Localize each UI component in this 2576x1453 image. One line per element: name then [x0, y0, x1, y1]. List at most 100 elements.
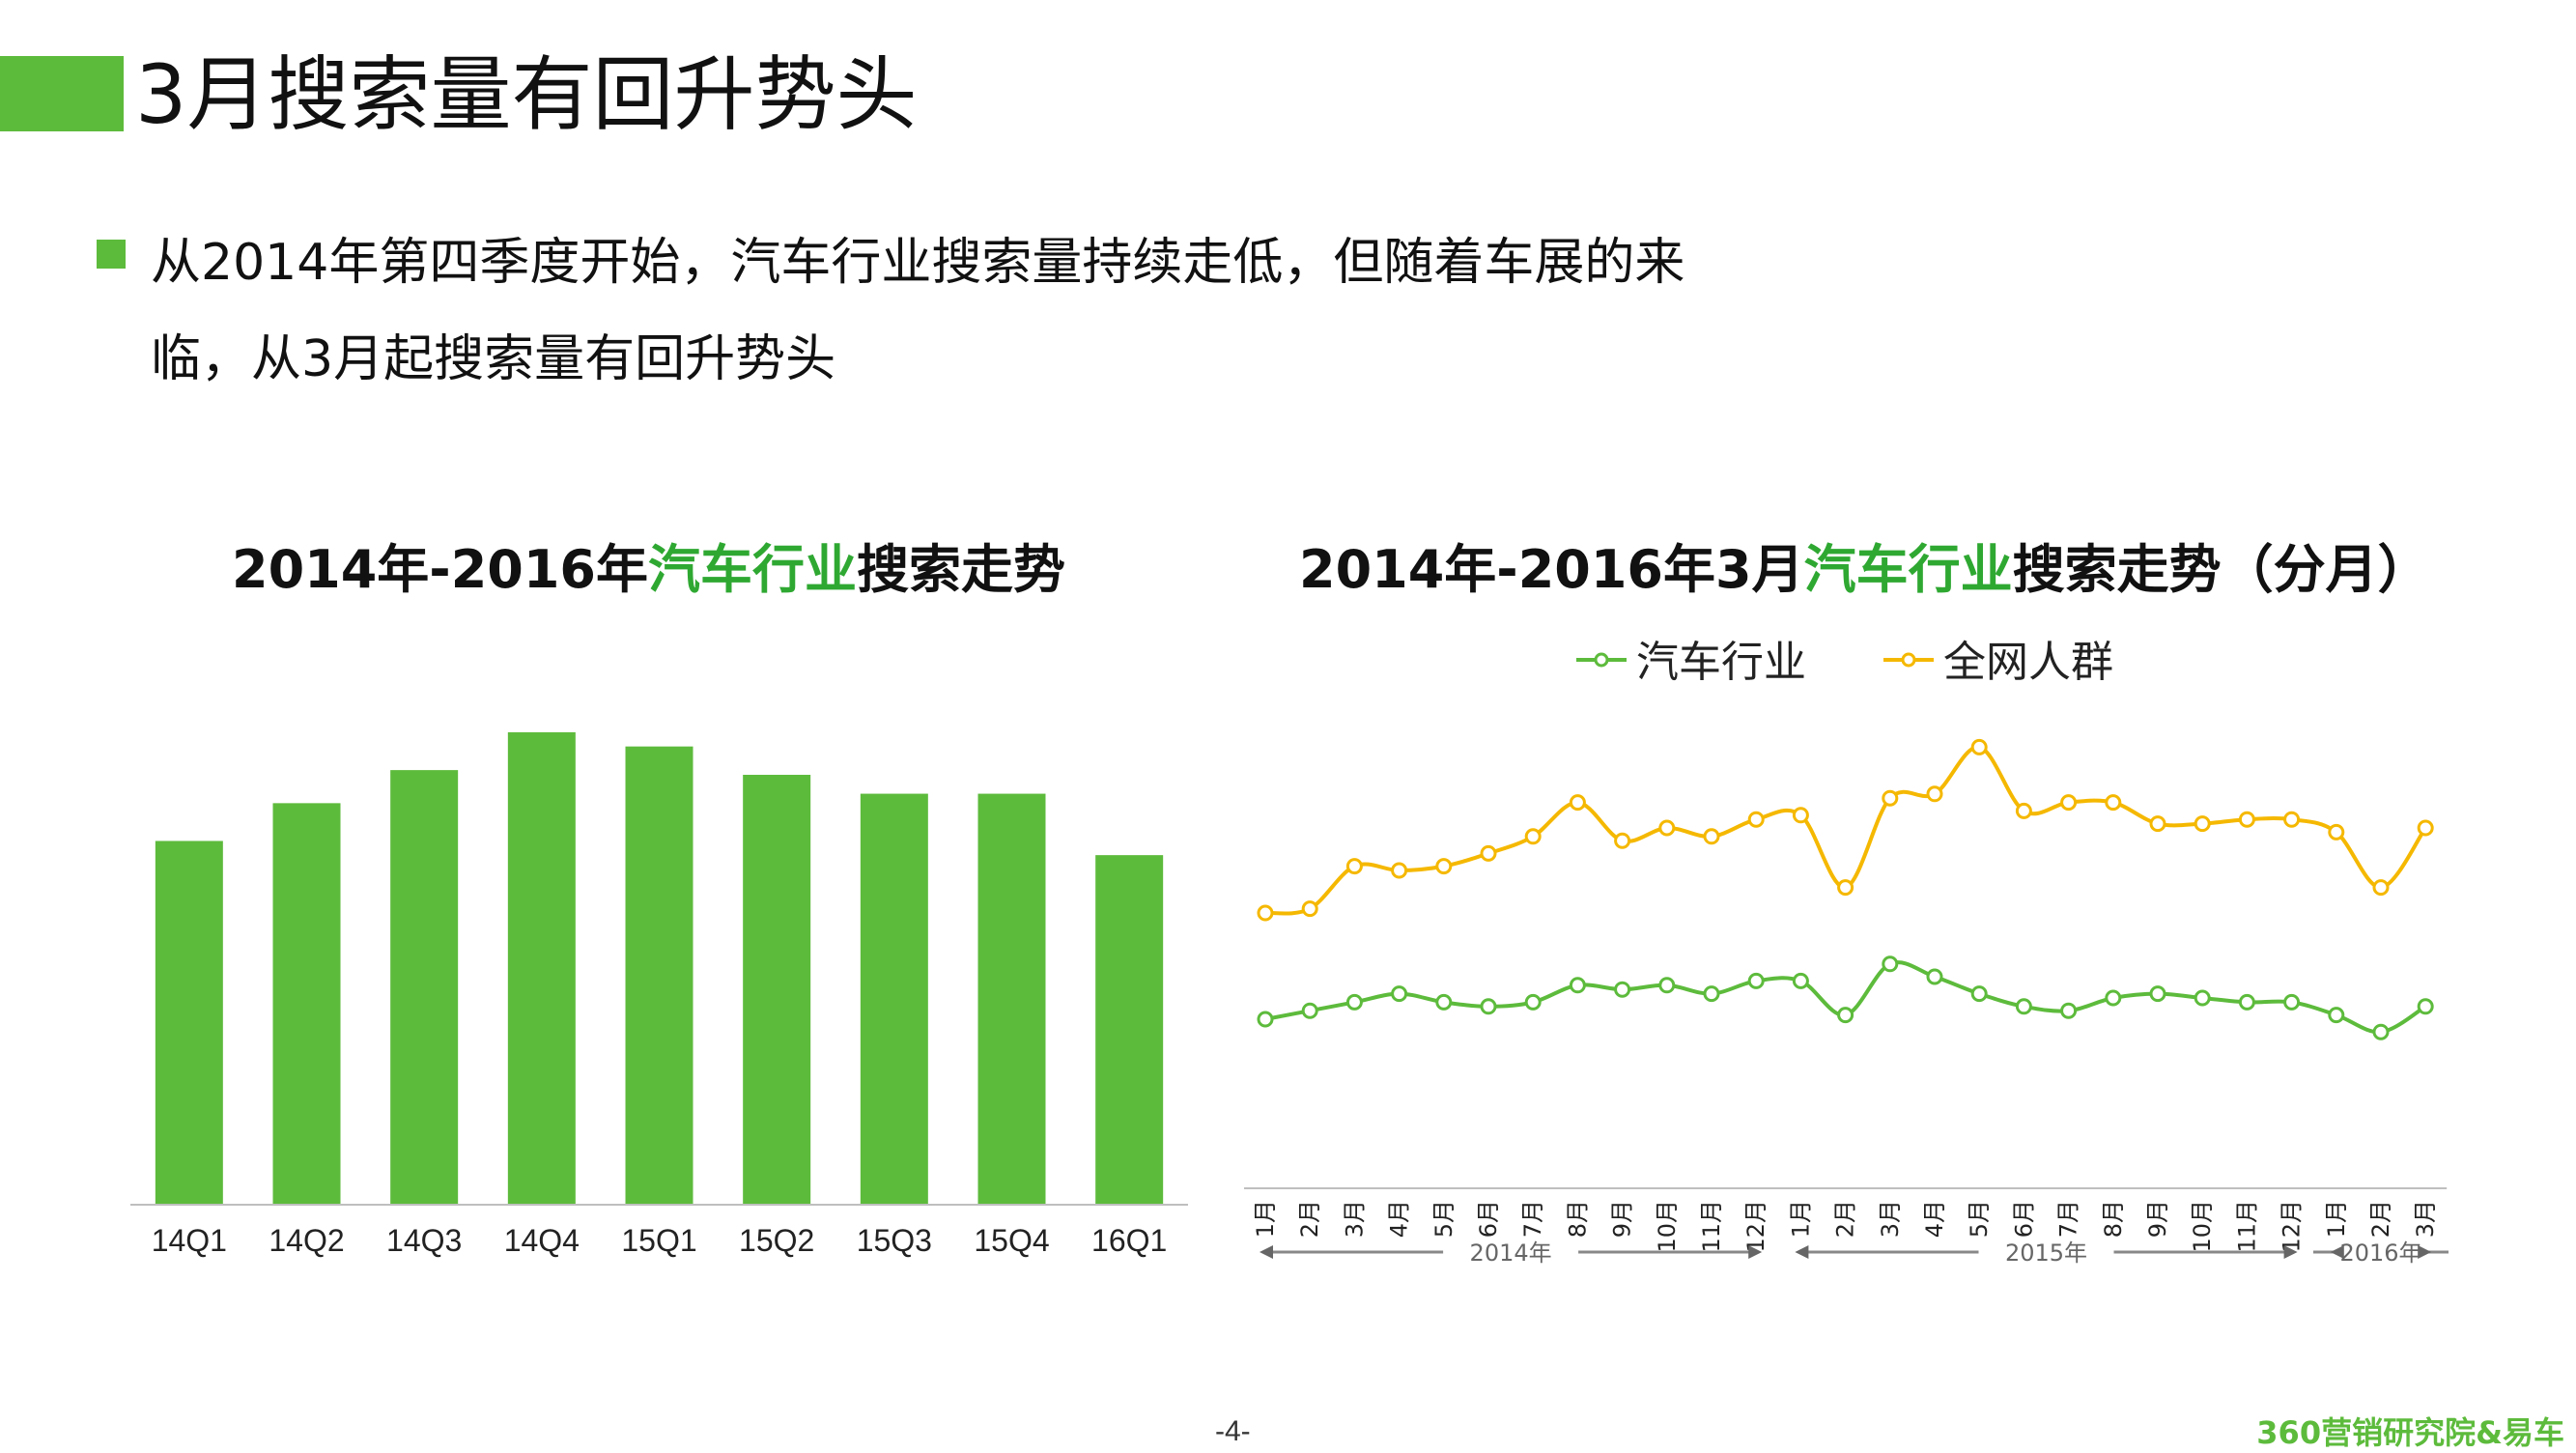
line-tick-label: 1月 — [1252, 1200, 1279, 1238]
data-point — [2105, 989, 2122, 1007]
year-arrow-head-left — [1260, 1245, 1273, 1259]
data-point — [2060, 1002, 2078, 1019]
data-point — [1837, 1007, 1854, 1024]
data-point — [1703, 985, 1720, 1003]
line-tick-label: 11月 — [1698, 1200, 1725, 1253]
year-arrow-head-right — [1748, 1245, 1763, 1259]
data-point — [1391, 985, 1408, 1003]
line-tick-label: 4月 — [1386, 1200, 1413, 1238]
data-point — [1882, 789, 1899, 807]
line-tick-label: 6月 — [2010, 1200, 2037, 1238]
data-point — [2328, 823, 2345, 840]
data-point — [1569, 977, 1586, 994]
data-point — [1837, 879, 1854, 897]
bar-14Q4 — [507, 732, 576, 1205]
data-point — [2283, 993, 2301, 1011]
bar-15Q4 — [977, 793, 1046, 1205]
year-arrow-head-right — [2418, 1245, 2432, 1259]
title-accent-bar — [0, 56, 124, 131]
line-tick-label: 1月 — [1787, 1200, 1814, 1238]
line-tick-label: 12月 — [1742, 1200, 1769, 1253]
data-point — [1257, 1011, 1274, 1028]
data-point — [2015, 802, 2032, 819]
data-point — [1345, 993, 1363, 1011]
data-point — [1391, 862, 1408, 879]
legend-marker — [1901, 652, 1916, 668]
data-point — [2417, 998, 2434, 1015]
line-tick-label: 5月 — [1430, 1200, 1458, 1238]
line-tick-label: 12月 — [2279, 1200, 2306, 1253]
data-point — [2372, 1023, 2390, 1040]
data-point — [1480, 998, 1497, 1015]
data-point — [2372, 879, 2390, 897]
line-title-suffix: 搜索走势（分月） — [2012, 539, 2430, 600]
bullet-line-1: 从2014年第四季度开始，汽车行业搜索量持续走低，但随着车展的来 — [151, 234, 1685, 292]
legend-marker — [1594, 652, 1609, 668]
data-point — [2015, 998, 2032, 1015]
data-point — [2060, 794, 2078, 812]
line-tick-label: 3月 — [1877, 1200, 1904, 1238]
data-point — [2283, 811, 2301, 828]
line-tick-label: 3月 — [2412, 1200, 2439, 1238]
page-number: -4- — [1215, 1415, 1251, 1447]
data-point — [1882, 955, 1899, 973]
line-tick-label: 7月 — [2055, 1200, 2082, 1238]
data-point — [2149, 985, 2166, 1003]
data-point — [2194, 815, 2211, 833]
year-arrow-head-right — [2283, 1245, 2298, 1259]
bar-tick-label: 15Q3 — [857, 1223, 932, 1258]
line-tick-label: 9月 — [1609, 1200, 1636, 1238]
line-chart-title: 2014年-2016年3月汽车行业搜索走势（分月） — [1299, 527, 2430, 603]
data-point — [1301, 900, 1318, 918]
data-point — [1614, 981, 1631, 998]
bullet-line-2: 临，从3月起搜索量有回升势头 — [151, 330, 836, 388]
data-point — [1480, 844, 1497, 862]
data-point — [1926, 785, 1943, 803]
year-arrow-head-left — [2330, 1245, 2344, 1259]
line-tick-label: 3月 — [1341, 1200, 1368, 1238]
data-point — [1524, 828, 1542, 845]
data-point — [1435, 993, 1453, 1011]
line-tick-label: 7月 — [1519, 1200, 1546, 1238]
bar-title-prefix: 2014年-2016年 — [232, 539, 648, 600]
data-point — [1658, 977, 1676, 994]
bar-14Q3 — [390, 770, 459, 1205]
data-point — [1614, 832, 1631, 849]
data-point — [1703, 828, 1720, 845]
line-tick-label: 1月 — [2323, 1200, 2350, 1238]
bar-chart-title: 2014年-2016年汽车行业搜索走势 — [232, 527, 1065, 603]
line-tick-label: 6月 — [1475, 1200, 1502, 1238]
line-tick-label: 8月 — [1564, 1200, 1591, 1238]
data-point — [1747, 811, 1765, 828]
bar-15Q3 — [860, 793, 928, 1205]
data-point — [2149, 815, 2166, 833]
bullet-marker — [97, 240, 126, 269]
bar-tick-label: 15Q1 — [621, 1223, 696, 1258]
data-point — [2238, 993, 2255, 1011]
bar-title-suffix: 搜索走势 — [857, 539, 1065, 600]
year-group-label: 2014年 — [1470, 1239, 1552, 1267]
line-tick-label: 2月 — [1296, 1200, 1323, 1238]
line-tick-label: 10月 — [2189, 1200, 2216, 1253]
data-point — [1524, 993, 1542, 1011]
line-title-prefix: 2014年-2016年3月 — [1299, 539, 1804, 600]
bar-tick-label: 15Q4 — [974, 1223, 1049, 1258]
data-point — [1926, 968, 1943, 985]
bar-tick-label: 14Q2 — [269, 1223, 344, 1258]
bar-15Q1 — [625, 746, 694, 1205]
data-point — [1257, 904, 1274, 922]
data-point — [1345, 858, 1363, 875]
data-point — [1301, 1002, 1318, 1019]
data-point — [1970, 738, 1988, 755]
data-point — [1658, 819, 1676, 837]
line-tick-label: 11月 — [2233, 1200, 2260, 1253]
data-point — [1970, 985, 1988, 1003]
data-point — [2417, 819, 2434, 837]
bar-15Q2 — [743, 775, 811, 1205]
data-point — [2328, 1007, 2345, 1024]
line-tick-label: 2月 — [2367, 1200, 2394, 1238]
year-arrow-head-left — [1795, 1245, 1809, 1259]
data-point — [1435, 858, 1453, 875]
data-point — [2105, 794, 2122, 812]
